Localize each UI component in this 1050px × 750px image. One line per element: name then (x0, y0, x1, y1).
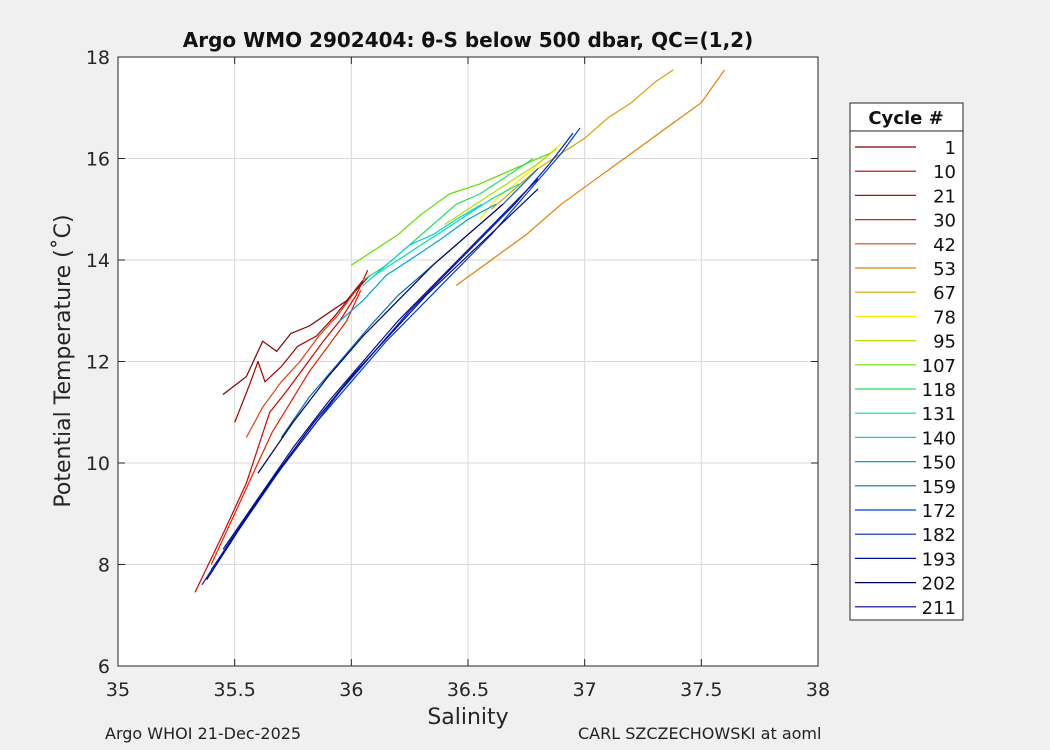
series-line-cycle-150 (339, 203, 497, 322)
y-tick-label: 12 (86, 352, 110, 374)
series-line-cycle-211 (206, 188, 539, 581)
legend-label-cycle-140: 140 (922, 428, 956, 449)
footer-left-credit: Argo WHOI 21-Dec-2025 (105, 724, 302, 743)
legend-items: 1 10 21 30 42 53 67 78 95 107 118 131 140 150 159 172 18… (855, 138, 956, 619)
series-line-cycle-1 (222, 279, 364, 395)
legend-label-cycle-159: 159 (922, 477, 956, 498)
chart-title: Argo WMO 2902404: θ-S below 500 dbar, QC… (183, 28, 753, 52)
legend: Cycle # 1 10 21 30 42 53 67 78 95 107 118 131 140 150… (849, 102, 964, 621)
series-line-cycle-193 (222, 178, 539, 550)
x-tick-label: 37.5 (680, 679, 722, 701)
series-line-cycle-30 (210, 290, 362, 565)
legend-title: Cycle # (868, 108, 943, 129)
series-line-cycle-140 (362, 203, 483, 286)
y-tick-label: 8 (98, 555, 110, 577)
grid (118, 57, 818, 666)
series-lines (194, 69, 726, 593)
legend-label-cycle-21: 21 (933, 186, 956, 207)
y-axis-label: Potential Temperature (˚C) (51, 214, 76, 507)
legend-label-cycle-1: 1 (945, 138, 956, 159)
legend-label-cycle-118: 118 (922, 380, 956, 401)
y-tick-label: 6 (98, 656, 110, 678)
legend-label-cycle-107: 107 (922, 356, 956, 377)
legend-label-cycle-182: 182 (922, 525, 956, 546)
legend-label-cycle-78: 78 (933, 307, 956, 328)
x-tick-label: 36 (339, 679, 363, 701)
y-tick-label: 10 (86, 453, 110, 475)
legend-label-cycle-30: 30 (933, 211, 956, 232)
x-axis-label: Salinity (427, 705, 508, 730)
series-line-cycle-131 (374, 183, 520, 276)
axis-ticks: 35 35.5 36 36.5 37 37.5 38 6 8 10 12 14 16 18 (86, 47, 830, 701)
legend-label-cycle-42: 42 (933, 235, 956, 256)
legend-label-cycle-10: 10 (933, 162, 956, 183)
x-tick-label: 37 (573, 679, 597, 701)
series-line-cycle-10 (234, 274, 371, 423)
y-tick-label: 18 (86, 47, 110, 69)
x-tick-label: 35.5 (214, 679, 256, 701)
x-tick-label: 35 (106, 679, 130, 701)
legend-label-cycle-67: 67 (933, 283, 956, 304)
legend-label-cycle-150: 150 (922, 453, 956, 474)
legend-label-cycle-211: 211 (922, 598, 956, 619)
x-tick-label: 36.5 (447, 679, 489, 701)
series-line-cycle-42 (245, 290, 357, 438)
series-line-cycle-95 (444, 147, 558, 226)
footer-right-credit: CARL SZCZECHOWSKI at aoml (578, 724, 822, 743)
series-line-cycle-107 (350, 152, 550, 266)
legend-label-cycle-193: 193 (922, 549, 956, 570)
legend-label-cycle-172: 172 (922, 501, 956, 522)
series-line-cycle-78 (479, 142, 562, 220)
series-line-cycle-202 (257, 203, 504, 474)
series-line-cycle-21 (194, 269, 369, 593)
y-tick-label: 14 (86, 250, 110, 272)
legend-label-cycle-95: 95 (933, 332, 956, 353)
y-tick-label: 16 (86, 149, 110, 171)
x-tick-label: 38 (806, 679, 830, 701)
legend-label-cycle-53: 53 (933, 259, 956, 280)
legend-label-cycle-202: 202 (922, 574, 956, 595)
legend-label-cycle-131: 131 (922, 404, 956, 425)
series-line-cycle-53 (455, 69, 726, 286)
series-line-cycle-67 (490, 69, 674, 210)
